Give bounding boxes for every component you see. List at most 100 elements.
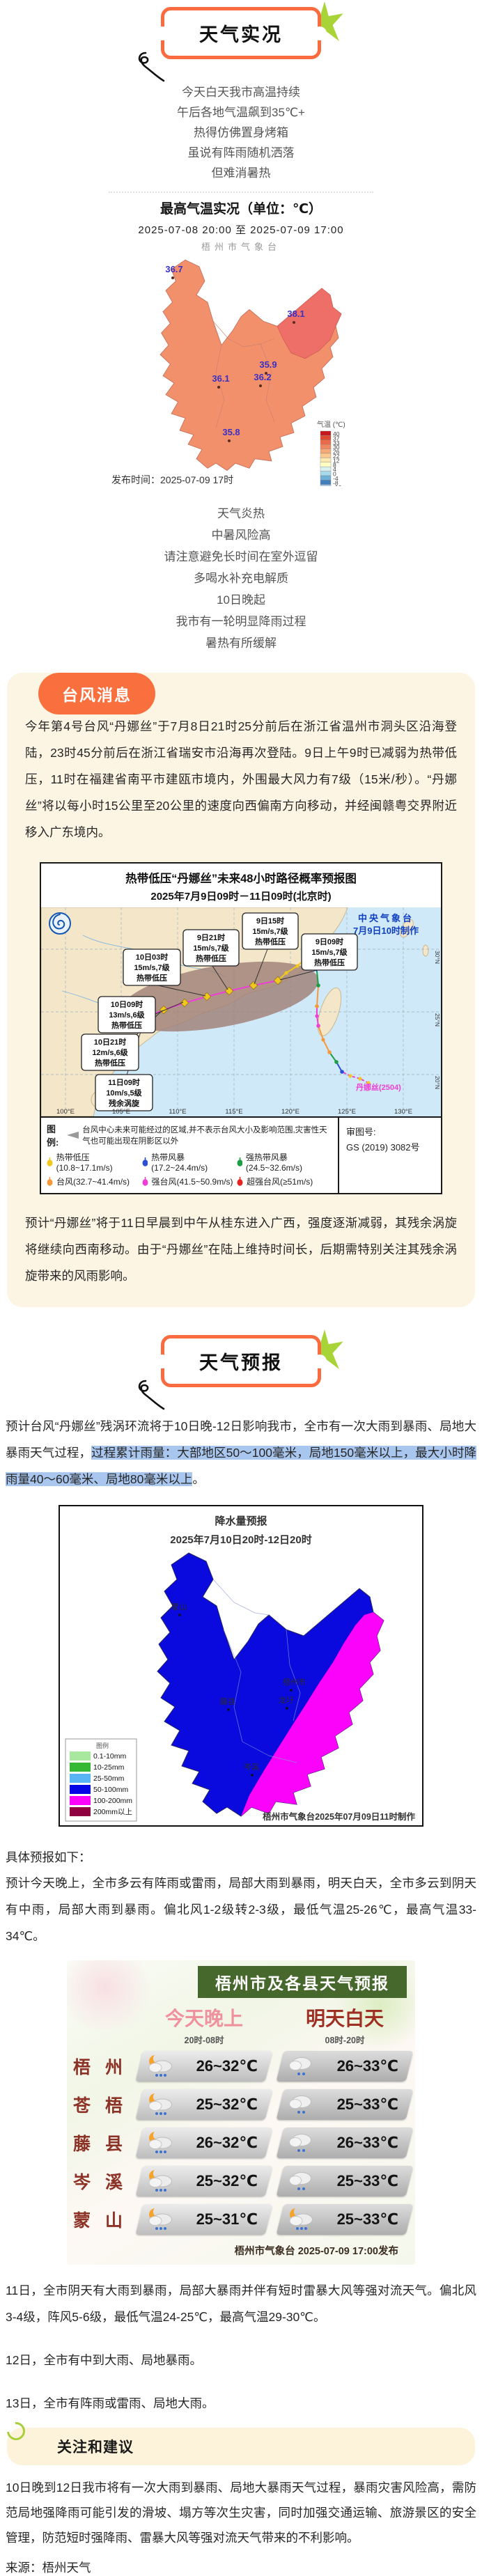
temp-map-publish-time: 发布时间：2025-07-09 17时 — [111, 474, 233, 485]
typhoon-news-badge: 台风消息 — [38, 673, 155, 715]
legend-item: 超强台风(≥51m/s) — [237, 1176, 332, 1187]
svg-text:36.1: 36.1 — [212, 373, 229, 384]
svg-text:15m/s,7级: 15m/s,7级 — [134, 962, 170, 972]
svg-text:100-200mm: 100-200mm — [93, 1797, 132, 1805]
svg-text:15m/s,7级: 15m/s,7级 — [311, 947, 348, 957]
svg-text:120°E: 120°E — [281, 1108, 300, 1116]
typhoon-map-legend: 图例: 台风中心未来可能经过的区域,并不表示台风大小及影响范围,灾害性天气也可能… — [41, 1116, 441, 1193]
svg-text:残余涡旋: 残余涡旋 — [109, 1098, 140, 1108]
svg-text:热带低压: 热带低压 — [255, 937, 286, 946]
rain-icon — [289, 2172, 311, 2191]
svg-text:龙圩: 龙圩 — [279, 1696, 294, 1705]
legend-item: 热带低压(10.8~17.1m/s) — [47, 1151, 142, 1173]
svg-text:30: 30 — [333, 444, 340, 451]
svg-text:9日09时: 9日09时 — [316, 937, 343, 946]
callout-10d09h: 10日09时 13m/s,6级 热带低压 — [98, 996, 156, 1033]
night-shower-icon — [148, 2169, 172, 2192]
forecast-lead-paragraph: 预计台风“丹娜丝”残涡环流将于10日晚-12日影响我市，全市有一次大雨到暴雨、局… — [6, 1419, 477, 1486]
svg-text:30°N: 30°N — [434, 951, 441, 964]
rain-map-title: 降水量预报 — [215, 1515, 267, 1527]
callout-11d09h: 11日09时 10m/s,5级 残余涡旋 — [95, 1074, 153, 1111]
temp-range: 25~33℃ — [336, 2095, 398, 2113]
svg-text:35.9: 35.9 — [259, 359, 277, 370]
rain-map-credit: 梧州市气象台2025年07月09日11时制作 — [263, 1811, 415, 1822]
forecast-badge-label: 天气预报 — [199, 1352, 283, 1373]
temp-map-hot-zone — [277, 288, 342, 359]
temp-range: 26~32℃ — [196, 2057, 258, 2075]
temp-station-dots — [171, 276, 295, 442]
weather-summary: 天气炎热 中暑风险高 请注意避免长时间在室外逗留 多喝水补充电解质 10日晚起 … — [0, 503, 482, 654]
forecast-row-mengshan: 蒙 山 25~31℃ 25~33℃ — [67, 2201, 415, 2238]
svg-text:中央气象台: 中央气象台 — [358, 913, 414, 923]
callout-9d09h: 9日09时 15m/s,7级 热带低压 — [301, 933, 358, 971]
svg-text:热带低压: 热带低压 — [314, 958, 345, 967]
section-header-forecast: 天气预报 — [138, 1329, 343, 1410]
svg-text:热带低压: 热带低压 — [95, 1058, 125, 1068]
storm-dot-icon — [142, 1157, 148, 1166]
temp-range: 25~33℃ — [336, 2172, 398, 2189]
svg-text:25-50mm: 25-50mm — [93, 1774, 125, 1783]
max-temperature-map: 最高气温实况（单位：℃） 2025-07-08 20:00 至 2025-07-… — [0, 198, 482, 486]
night-shower-icon — [148, 2131, 172, 2154]
advice-paragraph: 10日晚到12日我市将有一次大雨到暴雨、局地大暴雨天气过程，暴雨灾害风险高，需防… — [6, 2481, 476, 2545]
x-axis-ticks: 100°E 105°E 110°E 115°E 120°E 125°E 130°… — [56, 1108, 412, 1116]
forecast-row-cangwu: 苍 梧 25~32℃ 25~33℃ — [67, 2086, 415, 2123]
callout-9d21h: 9日21时 15m/s,7级 热带低压 — [182, 929, 240, 967]
callout-10d03h: 10日03时 15m/s,7级 热带低压 — [123, 949, 181, 986]
temp-map-region — [160, 259, 342, 471]
callout-10d21h: 10日21时 12m/s,6级 热带低压 — [81, 1033, 139, 1071]
summary-line: 请注意避免长时间在室外逗留 — [164, 550, 318, 563]
storm-dot-icon — [237, 1177, 243, 1186]
svg-text:200mm以上: 200mm以上 — [93, 1808, 132, 1816]
card-title: 梧州市及各县天气预报 — [198, 1966, 407, 1998]
svg-text:7月9日10时制作: 7月9日10时制作 — [353, 926, 419, 936]
svg-text:36.2: 36.2 — [254, 372, 271, 382]
svg-text:10-25mm: 10-25mm — [93, 1763, 125, 1772]
typhoon-news-box: 今年第4号台风“丹娜丝”于7月8日21时25分前后在浙江省温州市洞头区沿海登陆，… — [7, 673, 475, 1307]
col-tonight: 今天晚上 — [164, 2008, 243, 2029]
card-column-headers: 今天晚上 20时-08时 明天白天 08时-20时 — [67, 2004, 415, 2046]
forecast-day12: 12日，全市有中到大雨、局地暴雨。 — [6, 2353, 202, 2367]
svg-text:10日21时: 10日21时 — [94, 1037, 126, 1047]
summary-line: 我市有一轮明显降雨过程 — [176, 615, 306, 628]
svg-text:10日09时: 10日09时 — [111, 999, 143, 1009]
county-forecast-card: 梧州市及各县天气预报 今天晚上 20时-08时 明天白天 08时-20时 梧 州… — [67, 1960, 415, 2265]
squiggle-icon — [138, 52, 165, 82]
temp-range: 25~31℃ — [196, 2210, 258, 2228]
svg-text:20°N: 20°N — [434, 1076, 441, 1089]
svg-text:热带低压: 热带低压 — [196, 953, 226, 963]
svg-text:热带低压: 热带低压 — [111, 1020, 142, 1030]
tonight-forecast: 预计今天晚上，全市多云有阵雨或雷雨，局部大雨到暴雨，明天白天，全市多云到阴天有中… — [6, 1876, 476, 1943]
night-shower-icon — [148, 2054, 172, 2077]
svg-text:105°E: 105°E — [112, 1108, 130, 1116]
card-credit: 梧州市气象台 2025-07-09 17:00发布 — [234, 2246, 398, 2257]
svg-text:8: 8 — [333, 462, 336, 469]
temp-map-subtitle: 2025-07-08 20:00 至 2025-07-09 17:00 — [138, 224, 344, 236]
temp-range: 26~33℃ — [336, 2134, 398, 2151]
storm-dot-icon — [237, 1157, 242, 1166]
legend-item: 热带风暴(17.2~24.4m/s) — [142, 1151, 238, 1173]
svg-text:9日21时: 9日21时 — [197, 932, 225, 942]
svg-text:38.1: 38.1 — [287, 309, 304, 319]
rainfall-forecast-map: 降水量预报 2025年7月10日20时-12日20时 蒙山 梧州市 龙圩 藤县 … — [59, 1505, 423, 1827]
legend-item: 强热带风暴(24.5~32.6m/s) — [237, 1151, 332, 1173]
svg-text:梧州市: 梧州市 — [283, 1677, 306, 1687]
intro-line: 虽说有阵雨随机洒落 — [187, 146, 295, 159]
advice-title: 关注和建议 — [7, 2428, 475, 2465]
rain-map-city-dots — [178, 1614, 293, 1777]
typhoon-news-section: 台风消息 今年第4号台风“丹娜丝”于7月8日21时25分前后在浙江省温州市洞头区… — [0, 673, 482, 1307]
summary-line: 中暑风险高 — [211, 529, 271, 542]
temp-range: 25~32℃ — [196, 2172, 258, 2189]
col-tomorrow: 明天白天 — [305, 2008, 384, 2029]
summary-line: 暑热有所缓解 — [205, 637, 277, 650]
divider — [109, 192, 373, 193]
temp-range: 25~33℃ — [336, 2210, 398, 2228]
svg-text:-4: -4 — [333, 475, 339, 482]
rain-map-subtitle: 2025年7月10日20时-12日20时 — [170, 1534, 312, 1546]
storm-dot-icon — [47, 1177, 53, 1186]
section-header-weather-live: 天气实况 — [138, 1, 343, 82]
intro-line: 今天白天我市高温持续 — [182, 86, 300, 99]
svg-text:37: 37 — [333, 435, 340, 442]
svg-text:115°E: 115°E — [225, 1108, 242, 1116]
callout-9d15h: 9日15时 15m/s,7级 热带低压 — [242, 912, 299, 950]
